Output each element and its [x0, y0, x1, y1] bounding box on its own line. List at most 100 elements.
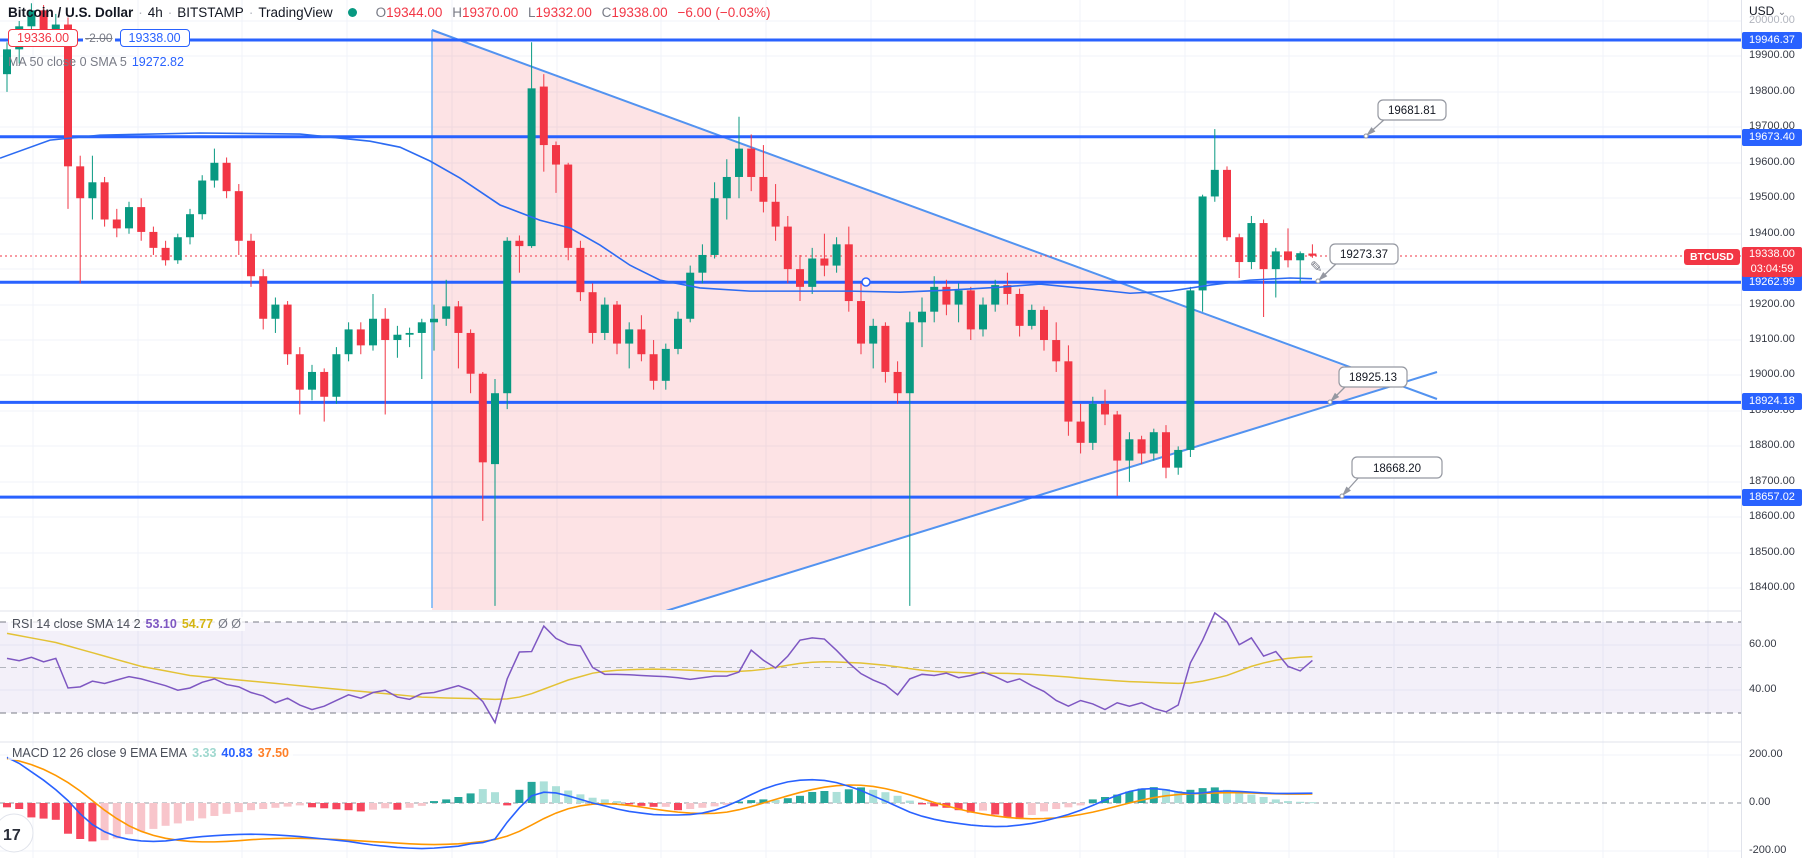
macd-histogram-bar[interactable]	[1125, 791, 1134, 803]
macd-histogram-bar[interactable]	[1052, 803, 1061, 809]
macd-histogram-bar[interactable]	[1003, 803, 1012, 818]
trendline-lower[interactable]	[585, 371, 1438, 636]
candle-body[interactable]	[954, 290, 963, 305]
macd-histogram-bar[interactable]	[88, 803, 97, 842]
candle-body[interactable]	[466, 332, 475, 374]
rsi-sma-line[interactable]	[6, 632, 1313, 701]
macd-histogram-bar[interactable]	[137, 803, 146, 832]
macd-histogram-bar[interactable]	[454, 797, 463, 803]
candle-body[interactable]	[1186, 290, 1195, 450]
macd-histogram-bar[interactable]	[918, 803, 926, 805]
trendline-upper[interactable]	[431, 29, 1438, 400]
candle-body[interactable]	[539, 86, 548, 146]
candle-body[interactable]	[1113, 414, 1122, 461]
candle-body[interactable]	[747, 148, 756, 177]
price-callout[interactable]: 18925.13	[1327, 366, 1408, 405]
candle-body[interactable]	[381, 318, 390, 341]
candle-body[interactable]	[1223, 169, 1231, 238]
level-price-label[interactable]: 18924.18	[1742, 392, 1802, 410]
macd-histogram-bar[interactable]	[283, 803, 292, 807]
macd-histogram-bar[interactable]	[417, 803, 426, 806]
candle-body[interactable]	[1149, 432, 1158, 454]
macd-histogram-bar[interactable]	[1308, 802, 1317, 804]
candle-body[interactable]	[649, 354, 658, 381]
candle-body[interactable]	[1101, 403, 1109, 415]
candle-body[interactable]	[149, 231, 158, 248]
candle-body[interactable]	[527, 88, 536, 247]
macd-histogram-bar[interactable]	[356, 803, 365, 812]
macd-histogram-bar[interactable]	[857, 787, 865, 803]
exchange-label[interactable]: BITSTAMP	[177, 5, 244, 20]
candle-body[interactable]	[979, 304, 987, 330]
symbol-legend[interactable]: Bitcoin / U.S. Dollar · 4h · BITSTAMP · …	[8, 5, 771, 20]
candle-body[interactable]	[405, 332, 414, 335]
macd-histogram-bar[interactable]	[1198, 788, 1207, 803]
macd-line[interactable]	[6, 756, 1313, 850]
candle-body[interactable]	[1247, 223, 1256, 263]
candle-body[interactable]	[76, 166, 85, 199]
macd-histogram-bar[interactable]	[552, 786, 560, 803]
candle-body[interactable]	[161, 247, 170, 261]
candle-body[interactable]	[991, 285, 1000, 305]
macd-histogram-bar[interactable]	[210, 803, 219, 816]
macd-histogram-bar[interactable]	[259, 803, 268, 809]
macd-histogram-bar[interactable]	[1259, 797, 1268, 803]
macd-histogram-bar[interactable]	[466, 793, 475, 803]
candle-body[interactable]	[222, 162, 231, 192]
candle-body[interactable]	[600, 304, 609, 333]
candle-body[interactable]	[1259, 223, 1268, 270]
price-axis[interactable]: USD ⌄ 20000.00 19900.00 19800.00 19700.00 19…	[1741, 0, 1803, 858]
candle-body[interactable]	[930, 286, 939, 312]
macd-histogram-bar[interactable]	[905, 800, 914, 803]
macd-histogram-bar[interactable]	[954, 803, 963, 811]
macd-histogram-bar[interactable]	[234, 803, 243, 813]
macd-histogram-bar[interactable]	[564, 790, 573, 803]
price-callout[interactable]: 19681.81	[1363, 99, 1447, 139]
candle-body[interactable]	[1271, 251, 1280, 270]
candle-body[interactable]	[478, 373, 487, 463]
macd-histogram-bar[interactable]	[1174, 791, 1183, 803]
macd-histogram-bar[interactable]	[491, 792, 499, 803]
candle-body[interactable]	[637, 329, 646, 355]
macd-histogram-bar[interactable]	[844, 789, 853, 803]
macd-histogram-bar[interactable]	[515, 789, 524, 803]
macd-histogram-bar[interactable]	[1271, 799, 1280, 803]
macd-histogram-bar[interactable]	[381, 803, 390, 809]
macd-histogram-bar[interactable]	[1113, 794, 1122, 803]
candle-body[interactable]	[503, 240, 512, 394]
rsi-legend[interactable]: RSI 14 close SMA 14 2 53.10 54.77 Ø Ø	[8, 617, 246, 631]
candle-body[interactable]	[442, 306, 451, 319]
candle-body[interactable]	[942, 286, 951, 305]
rsi-line[interactable]	[6, 612, 1313, 725]
candle-body[interactable]	[1027, 309, 1036, 326]
macd-histogram-bar[interactable]	[320, 803, 329, 809]
macd-histogram-bar[interactable]	[649, 803, 658, 807]
macd-histogram-bar[interactable]	[881, 792, 890, 803]
sell-price-tag[interactable]: 19336.00	[8, 29, 79, 47]
macd-histogram-bar[interactable]	[295, 803, 304, 806]
candle-body[interactable]	[112, 219, 121, 229]
macd-histogram-bar[interactable]	[393, 803, 402, 810]
level-price-label[interactable]: 19946.37	[1742, 31, 1802, 49]
candle-body[interactable]	[722, 176, 731, 199]
candle-body[interactable]	[344, 329, 353, 355]
macd-histogram-bar[interactable]	[1186, 789, 1195, 803]
candle-body[interactable]	[320, 371, 329, 397]
macd-histogram-bar[interactable]	[1149, 787, 1158, 803]
candle-body[interactable]	[613, 304, 621, 344]
macd-histogram-bar[interactable]	[1088, 799, 1097, 803]
ma50-line[interactable]	[0, 132, 1313, 295]
candle-body[interactable]	[308, 371, 316, 390]
candle-body[interactable]	[588, 292, 597, 333]
candle-body[interactable]	[1076, 421, 1085, 443]
macd-histogram-bar[interactable]	[979, 803, 987, 811]
macd-histogram-bar[interactable]	[1235, 792, 1244, 803]
candle-body[interactable]	[1210, 169, 1219, 197]
candle-body[interactable]	[881, 325, 890, 372]
macd-histogram-bar[interactable]	[1027, 803, 1036, 815]
market-status-icon[interactable]	[347, 8, 357, 17]
candle-body[interactable]	[698, 254, 707, 273]
macd-histogram-bar[interactable]	[1015, 803, 1024, 820]
candle-body[interactable]	[259, 276, 268, 319]
